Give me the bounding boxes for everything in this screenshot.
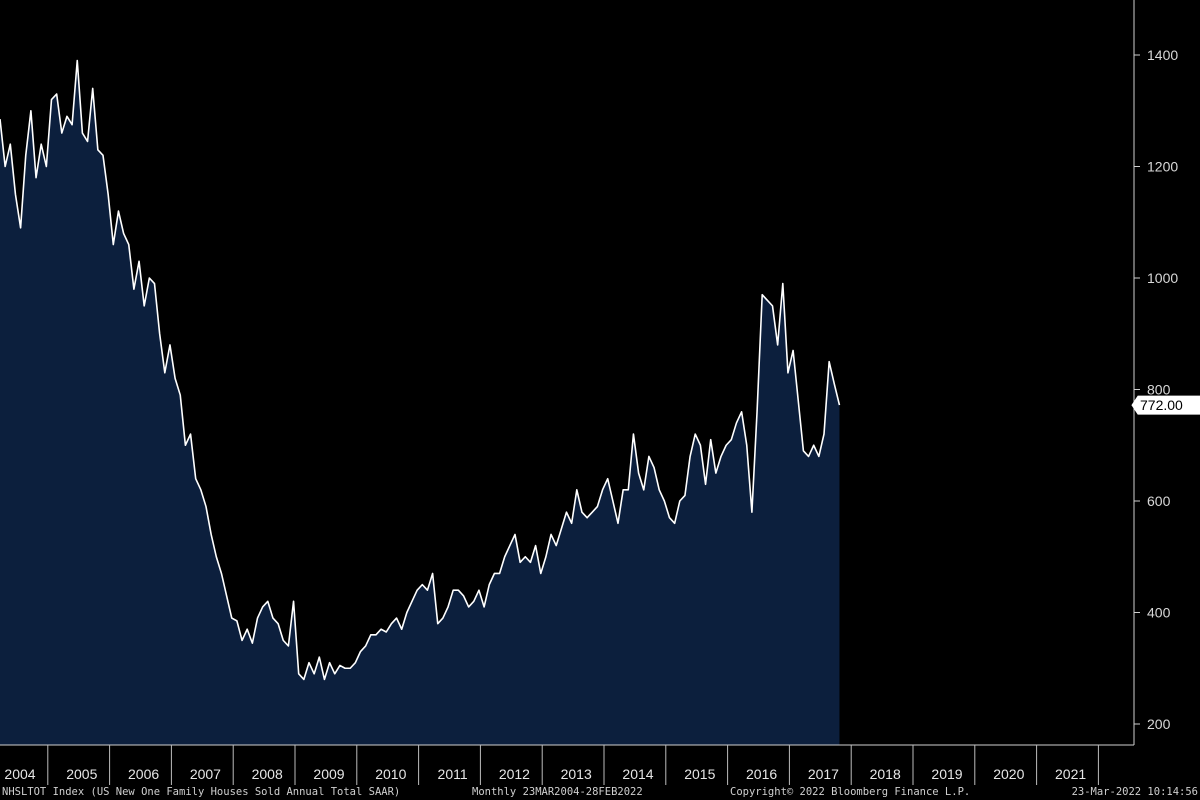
y-tick-label: 200 xyxy=(1147,716,1171,732)
footer-range: Monthly 23MAR2004-28FEB2022 xyxy=(472,786,643,798)
axes: 200 400 600 800 1000 1200 1400 2004 2005 2006 2007… xyxy=(0,0,1178,785)
footer-timestamp: 23-Mar-2022 10:14:56 xyxy=(1071,786,1198,798)
last-value-badge xyxy=(1131,395,1200,415)
footer-ticker: NHSLTOT Index (US New One Family Houses … xyxy=(2,786,401,798)
last-value-label: 772.00 xyxy=(1140,397,1183,413)
y-tick-label: 1000 xyxy=(1147,270,1178,286)
series-area xyxy=(0,60,840,745)
x-tick-label: 2020 xyxy=(993,766,1024,782)
plot-area xyxy=(0,59,841,745)
x-tick-label: 2017 xyxy=(808,766,839,782)
x-tick-label: 2009 xyxy=(313,766,344,782)
labels: 772.00 xyxy=(1131,395,1200,415)
series-line xyxy=(0,59,841,681)
x-tick-label: 2018 xyxy=(870,766,901,782)
x-tick-label: 2004 xyxy=(4,766,35,782)
x-tick-label: 2015 xyxy=(684,766,715,782)
x-tick-label: 2010 xyxy=(375,766,406,782)
x-tick-label: 2005 xyxy=(66,766,97,782)
x-tick-label: 2019 xyxy=(931,766,962,782)
x-tick-label: 2016 xyxy=(746,766,777,782)
x-tick-label: 2011 xyxy=(438,766,468,782)
y-tick-label: 400 xyxy=(1147,605,1171,621)
y-tick-label: 1400 xyxy=(1147,47,1178,63)
x-tick-label: 2014 xyxy=(622,766,653,782)
y-tick-label: 1200 xyxy=(1147,159,1178,175)
footer-copyright: Copyright© 2022 Bloomberg Finance L.P. xyxy=(730,786,971,798)
y-tick-label: 800 xyxy=(1147,382,1171,398)
x-tick-label: 2008 xyxy=(252,766,283,782)
x-tick-label: 2007 xyxy=(190,766,221,782)
x-tick-label: 2006 xyxy=(128,766,159,782)
x-tick-label: 2012 xyxy=(499,766,530,782)
x-tick-label: 2013 xyxy=(561,766,592,782)
y-tick-label: 600 xyxy=(1147,493,1171,509)
x-tick-label: 2021 xyxy=(1055,766,1086,782)
